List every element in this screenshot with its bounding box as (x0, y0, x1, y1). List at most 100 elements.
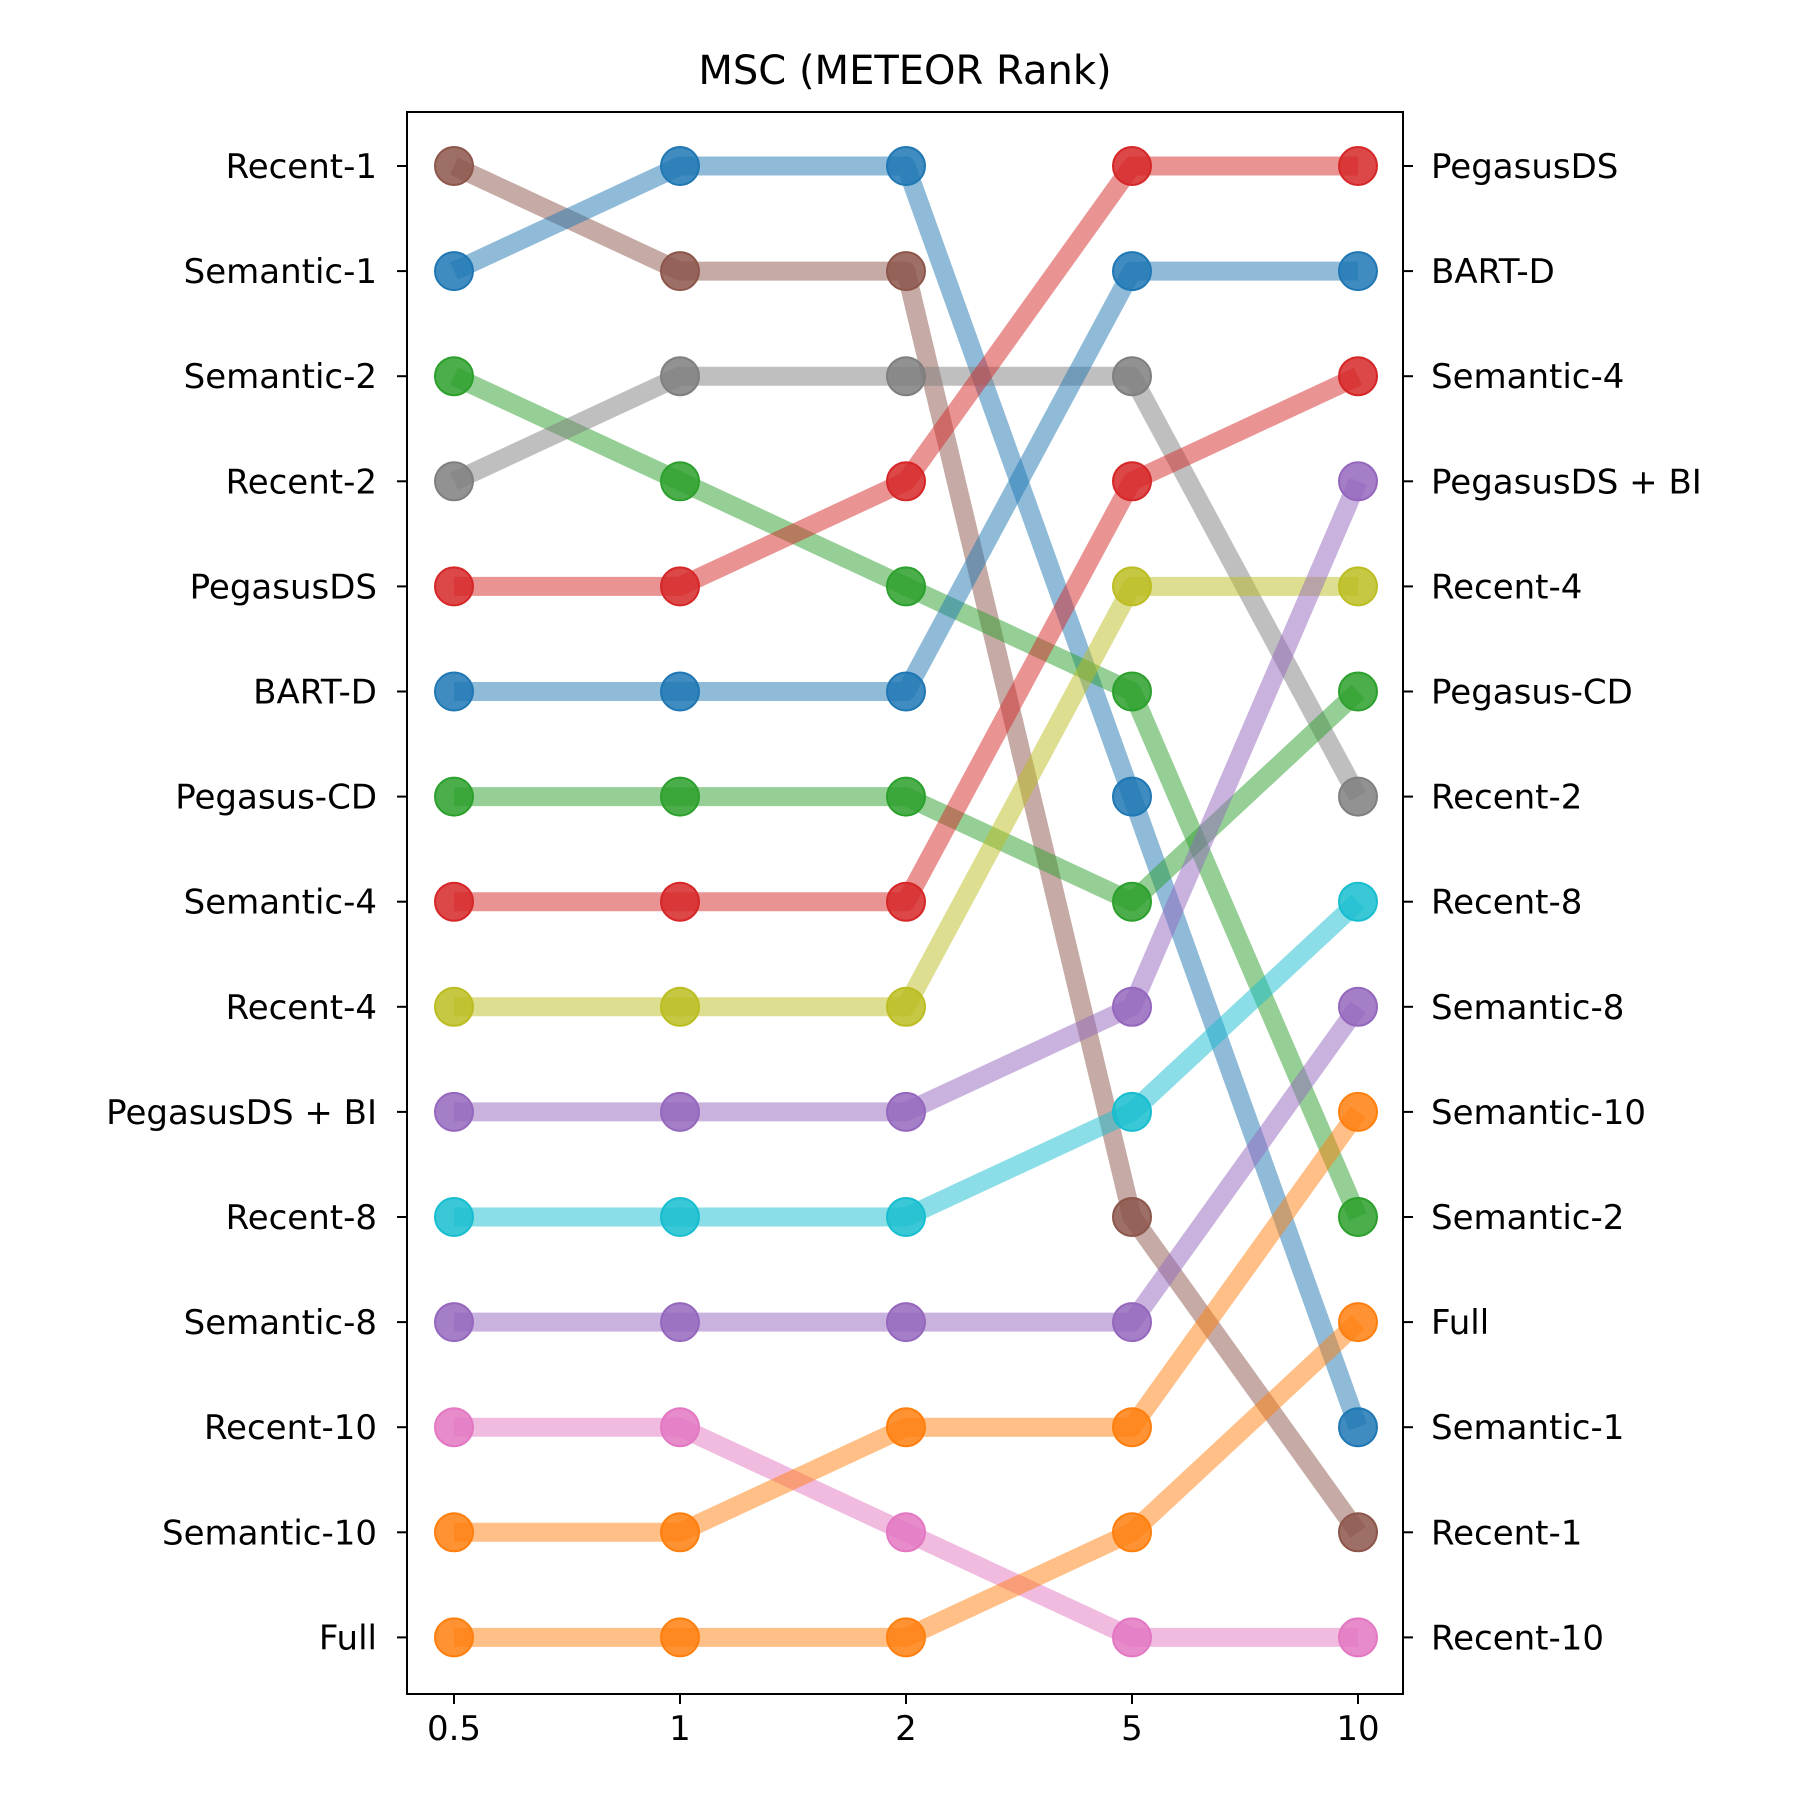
data-point-pegasus-cd (660, 776, 700, 817)
series-semantic-1 (434, 146, 1378, 1448)
data-point-pegasusds (886, 461, 926, 502)
data-point-semantic-10 (886, 1407, 926, 1448)
data-point-bart-d (660, 671, 700, 712)
series-pegasusds-bi (434, 461, 1378, 1132)
series-layer (434, 146, 1378, 1658)
data-point-pegasusds (1112, 146, 1152, 186)
left-tick-label: Recent-2 (226, 462, 377, 502)
series-full (434, 1302, 1378, 1658)
right-tick-label: Recent-8 (1431, 883, 1582, 923)
right-tick-label: Recent-4 (1431, 567, 1582, 607)
data-point-recent-2 (1112, 356, 1152, 397)
right-tick-label: Recent-2 (1431, 778, 1582, 818)
data-point-recent-8 (434, 1197, 474, 1237)
data-point-semantic-4 (1112, 461, 1152, 502)
data-point-bart-d (886, 671, 926, 712)
left-tick-label: Recent-10 (204, 1408, 377, 1448)
data-point-pegasusds (434, 566, 474, 607)
data-point-semantic-1 (1112, 776, 1152, 817)
chart-title: MSC (METEOR Rank) (698, 48, 1111, 94)
left-tick-label: Full (319, 1618, 377, 1658)
data-point-semantic-10 (434, 1512, 474, 1553)
data-point-recent-10 (886, 1512, 926, 1553)
data-point-semantic-10 (1338, 1091, 1378, 1132)
data-point-recent-10 (434, 1407, 474, 1448)
data-point-full (1338, 1302, 1378, 1343)
right-tick-label: Pegasus-CD (1431, 673, 1633, 713)
data-point-semantic-8 (1112, 1302, 1152, 1343)
left-tick-label: Semantic-10 (162, 1513, 377, 1553)
data-point-semantic-4 (660, 881, 700, 922)
right-tick-label: PegasusDS (1431, 147, 1618, 187)
series-bart-d (434, 251, 1378, 712)
data-point-pegasusds-bi (1338, 461, 1378, 502)
data-point-pegasusds-bi (660, 1091, 700, 1132)
data-point-pegasusds-bi (434, 1091, 474, 1132)
data-point-pegasusds (660, 566, 700, 607)
data-point-recent-1 (434, 146, 474, 186)
series-semantic-8 (434, 986, 1378, 1343)
right-tick-label: Semantic-1 (1431, 1408, 1624, 1448)
data-point-recent-4 (434, 986, 474, 1027)
data-point-semantic-2 (886, 566, 926, 607)
data-point-pegasus-cd (1112, 881, 1152, 922)
x-tick-label: 2 (895, 1709, 917, 1749)
data-point-pegasusds-bi (886, 1091, 926, 1132)
data-point-semantic-10 (1112, 1407, 1152, 1448)
data-point-recent-4 (660, 986, 700, 1027)
data-point-bart-d (1338, 251, 1378, 292)
data-point-recent-4 (1338, 566, 1378, 607)
right-tick-label: Recent-10 (1431, 1618, 1604, 1658)
data-point-recent-8 (1338, 881, 1378, 922)
right-tick-label: Semantic-8 (1431, 988, 1624, 1028)
left-tick-label: Recent-4 (226, 988, 377, 1028)
ticks-layer: 0.5 1 2 5 10 Recent-1 Semantic-1 Semantic-2 Rece… (106, 147, 1702, 1749)
data-point-pegasus-cd (1338, 671, 1378, 712)
data-point-semantic-8 (434, 1302, 474, 1343)
data-point-semantic-4 (434, 881, 474, 922)
data-point-recent-1 (1338, 1512, 1378, 1553)
data-point-bart-d (1112, 251, 1152, 292)
data-point-pegasus-cd (434, 776, 474, 817)
data-point-pegasusds (1338, 146, 1378, 186)
data-point-semantic-2 (434, 356, 474, 397)
right-tick-label: BART-D (1431, 252, 1555, 292)
data-point-recent-8 (660, 1197, 700, 1237)
data-point-semantic-8 (1338, 986, 1378, 1027)
data-point-recent-8 (886, 1197, 926, 1237)
data-point-semantic-8 (886, 1302, 926, 1343)
data-point-full (434, 1617, 474, 1658)
series-recent-4 (434, 566, 1378, 1027)
x-tick-label: 5 (1121, 1709, 1143, 1749)
left-tick-label: BART-D (253, 673, 377, 713)
left-tick-label: Recent-1 (226, 147, 377, 187)
series-recent-10 (434, 1407, 1378, 1658)
data-point-semantic-2 (1112, 671, 1152, 712)
data-point-recent-10 (1112, 1617, 1152, 1658)
series-recent-2 (434, 356, 1378, 817)
data-point-recent-4 (886, 986, 926, 1027)
data-point-full (1112, 1512, 1152, 1553)
right-tick-label: Recent-1 (1431, 1513, 1582, 1553)
data-point-semantic-1 (1338, 1407, 1378, 1448)
series-semantic-2 (434, 356, 1378, 1237)
data-point-recent-2 (660, 356, 700, 397)
left-tick-label: Semantic-8 (184, 1303, 377, 1343)
right-tick-label: Full (1431, 1303, 1489, 1343)
series-pegasusds (434, 146, 1378, 607)
data-point-recent-2 (886, 356, 926, 397)
left-tick-label: Recent-8 (226, 1198, 377, 1238)
right-tick-label: Semantic-2 (1431, 1198, 1624, 1238)
data-point-semantic-1 (886, 146, 926, 186)
data-point-semantic-4 (886, 881, 926, 922)
data-point-full (886, 1617, 926, 1658)
data-point-pegasusds-bi (1112, 986, 1152, 1027)
right-tick-label: Semantic-10 (1431, 1093, 1646, 1133)
data-point-semantic-1 (434, 251, 474, 292)
right-tick-label: Semantic-4 (1431, 357, 1624, 397)
left-tick-label: PegasusDS + BI (106, 1093, 377, 1133)
data-point-semantic-1 (660, 146, 700, 186)
data-point-semantic-10 (660, 1512, 700, 1553)
